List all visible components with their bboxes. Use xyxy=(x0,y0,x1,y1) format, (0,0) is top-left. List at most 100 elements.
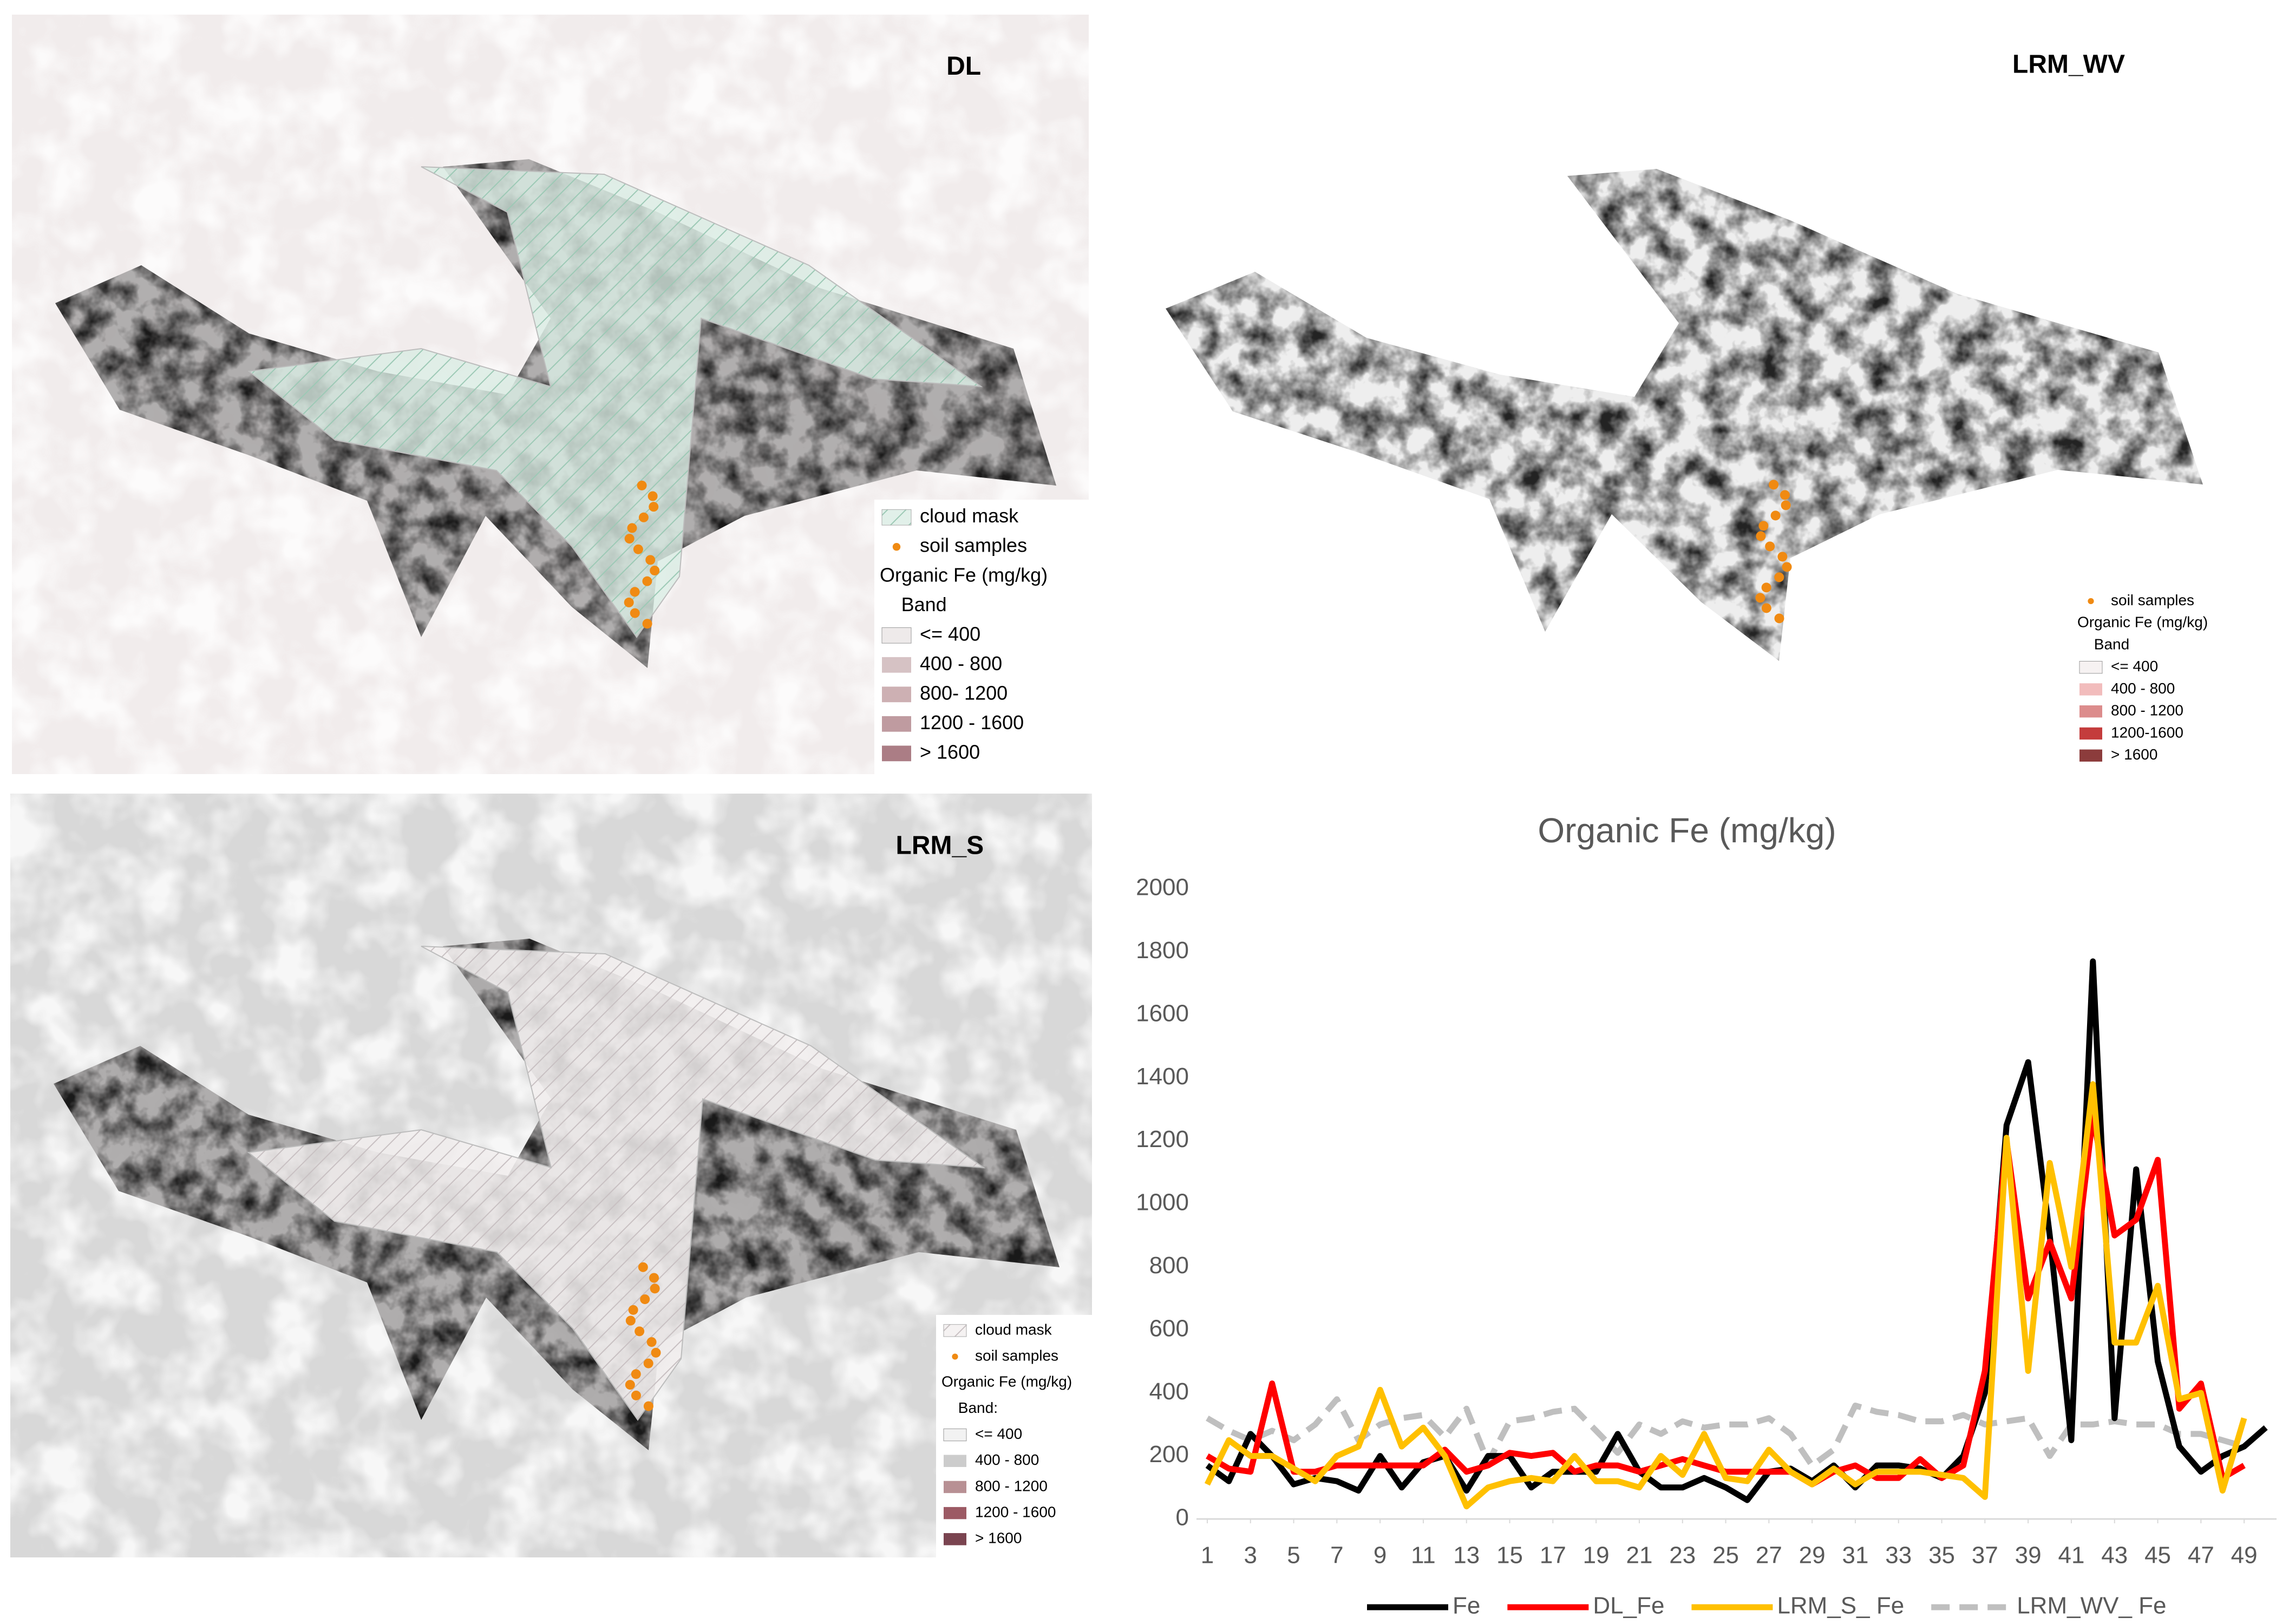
legend-label: <= 400 xyxy=(920,623,980,645)
x-tick-label: 47 xyxy=(2188,1542,2214,1569)
legend-swatch xyxy=(2079,683,2102,696)
soil-sample xyxy=(1781,500,1791,510)
x-tick-label: 3 xyxy=(1244,1542,1257,1569)
x-tick-label: 37 xyxy=(1972,1542,1998,1569)
soil-sample xyxy=(643,1401,653,1411)
soil-sample xyxy=(625,1315,636,1326)
y-tick-label: 1600 xyxy=(1136,1000,1189,1026)
x-tick-label: 23 xyxy=(1669,1542,1696,1569)
legend-swatch xyxy=(881,627,912,644)
legend-label: > 1600 xyxy=(975,1530,1022,1547)
y-tick-label: 1400 xyxy=(1136,1063,1189,1090)
legend-label: 1200-1600 xyxy=(2111,724,2183,741)
x-tick-label: 33 xyxy=(1885,1542,1912,1569)
x-tick-label: 39 xyxy=(2015,1542,2042,1569)
x-tick-label: 43 xyxy=(2101,1542,2128,1569)
x-tick-label: 9 xyxy=(1374,1542,1387,1569)
x-tick-label: 49 xyxy=(2231,1542,2258,1569)
legend-label: > 1600 xyxy=(920,741,980,763)
legend-label: <= 400 xyxy=(2111,658,2158,675)
legend-swatch xyxy=(943,1428,967,1442)
x-tick-label: 27 xyxy=(1756,1542,1782,1569)
legend-label: soil samples xyxy=(975,1347,1058,1364)
legend-swatch xyxy=(881,509,912,526)
soil-sample xyxy=(624,597,634,607)
cloud-mask xyxy=(247,166,983,638)
soil-sample xyxy=(1755,593,1765,603)
soil-sample xyxy=(643,1358,653,1368)
soil-sample xyxy=(628,1305,638,1315)
legend-swatch xyxy=(882,657,911,673)
soil-sample xyxy=(631,1390,641,1400)
legend-title: Organic Fe (mg/kg) xyxy=(880,564,1048,586)
soil-sample xyxy=(649,1273,659,1283)
soil-sample xyxy=(630,587,640,597)
soil-sample xyxy=(1756,531,1766,541)
y-tick-label: 200 xyxy=(1149,1441,1189,1468)
chart-title: Organic Fe (mg/kg) xyxy=(1538,811,1836,850)
legend-label: 800 - 1200 xyxy=(2111,702,2183,719)
soil-sample xyxy=(1761,603,1771,613)
legend-label: LRM_S_ Fe xyxy=(1777,1593,1904,1619)
x-tick-label: 11 xyxy=(1411,1542,1436,1569)
legend-label: cloud mask xyxy=(920,505,1019,527)
soil-sample xyxy=(650,1284,660,1294)
legend-subtitle: Band xyxy=(2094,636,2129,652)
soil-sample xyxy=(1774,572,1784,582)
soil-sample xyxy=(1765,541,1775,552)
legend-swatch xyxy=(2079,705,2102,718)
soil-sample xyxy=(624,534,635,544)
soil-sample xyxy=(627,523,637,533)
legend-swatch xyxy=(943,1324,967,1337)
legend-label: soil samples xyxy=(2111,592,2194,608)
legend-swatch xyxy=(2088,598,2094,605)
soil-sample xyxy=(649,502,659,512)
soil-sample xyxy=(651,1347,661,1358)
legend-swatch xyxy=(2079,727,2102,740)
data-line xyxy=(1204,1081,2247,1510)
legend-title: Organic Fe (mg/kg) xyxy=(941,1373,1072,1390)
soil-sample xyxy=(635,1326,645,1337)
soil-sample xyxy=(1770,510,1781,521)
data-line xyxy=(1206,1396,2245,1469)
legend-label: cloud mask xyxy=(975,1321,1052,1338)
y-tick-label: 600 xyxy=(1149,1315,1189,1341)
x-tick-label: 13 xyxy=(1453,1542,1480,1569)
soil-sample xyxy=(650,565,660,575)
legend-label: 1200 - 1600 xyxy=(920,711,1024,734)
y-tick-label: 1000 xyxy=(1136,1189,1189,1216)
legend-label: 1200 - 1600 xyxy=(975,1503,1056,1520)
data-line xyxy=(1205,958,2268,1503)
fe-shading xyxy=(1166,169,2203,661)
legend-label: LRM_WV_ Fe xyxy=(2017,1593,2166,1619)
x-tick-label: 29 xyxy=(1799,1542,1826,1569)
soil-sample xyxy=(642,619,652,629)
legend-swatch xyxy=(944,1533,966,1546)
soil-sample xyxy=(1761,582,1771,593)
soil-sample xyxy=(630,608,640,618)
legend-label: 400 - 800 xyxy=(975,1451,1039,1468)
x-tick-label: 15 xyxy=(1496,1542,1523,1569)
legend-swatch xyxy=(944,1481,966,1494)
soil-sample xyxy=(640,1294,650,1305)
soil-sample xyxy=(1777,552,1788,562)
x-tick-label: 1 xyxy=(1201,1542,1214,1569)
x-tick-label: 35 xyxy=(1928,1542,1955,1569)
y-tick-label: 2000 xyxy=(1136,874,1189,901)
legend-label: <= 400 xyxy=(975,1425,1022,1442)
soil-sample xyxy=(1774,613,1784,624)
soil-sample xyxy=(1758,521,1769,531)
soil-sample xyxy=(625,1380,635,1390)
legend-label: Fe xyxy=(1453,1593,1480,1619)
soil-sample xyxy=(648,491,658,501)
legend-swatch xyxy=(892,543,901,551)
map-label: LRM_WV xyxy=(2012,50,2125,79)
legend-label: 800- 1200 xyxy=(920,682,1008,704)
soil-sample xyxy=(646,1337,657,1347)
legend-label: 800 - 1200 xyxy=(975,1477,1048,1494)
legend-title: Organic Fe (mg/kg) xyxy=(2077,614,2208,631)
